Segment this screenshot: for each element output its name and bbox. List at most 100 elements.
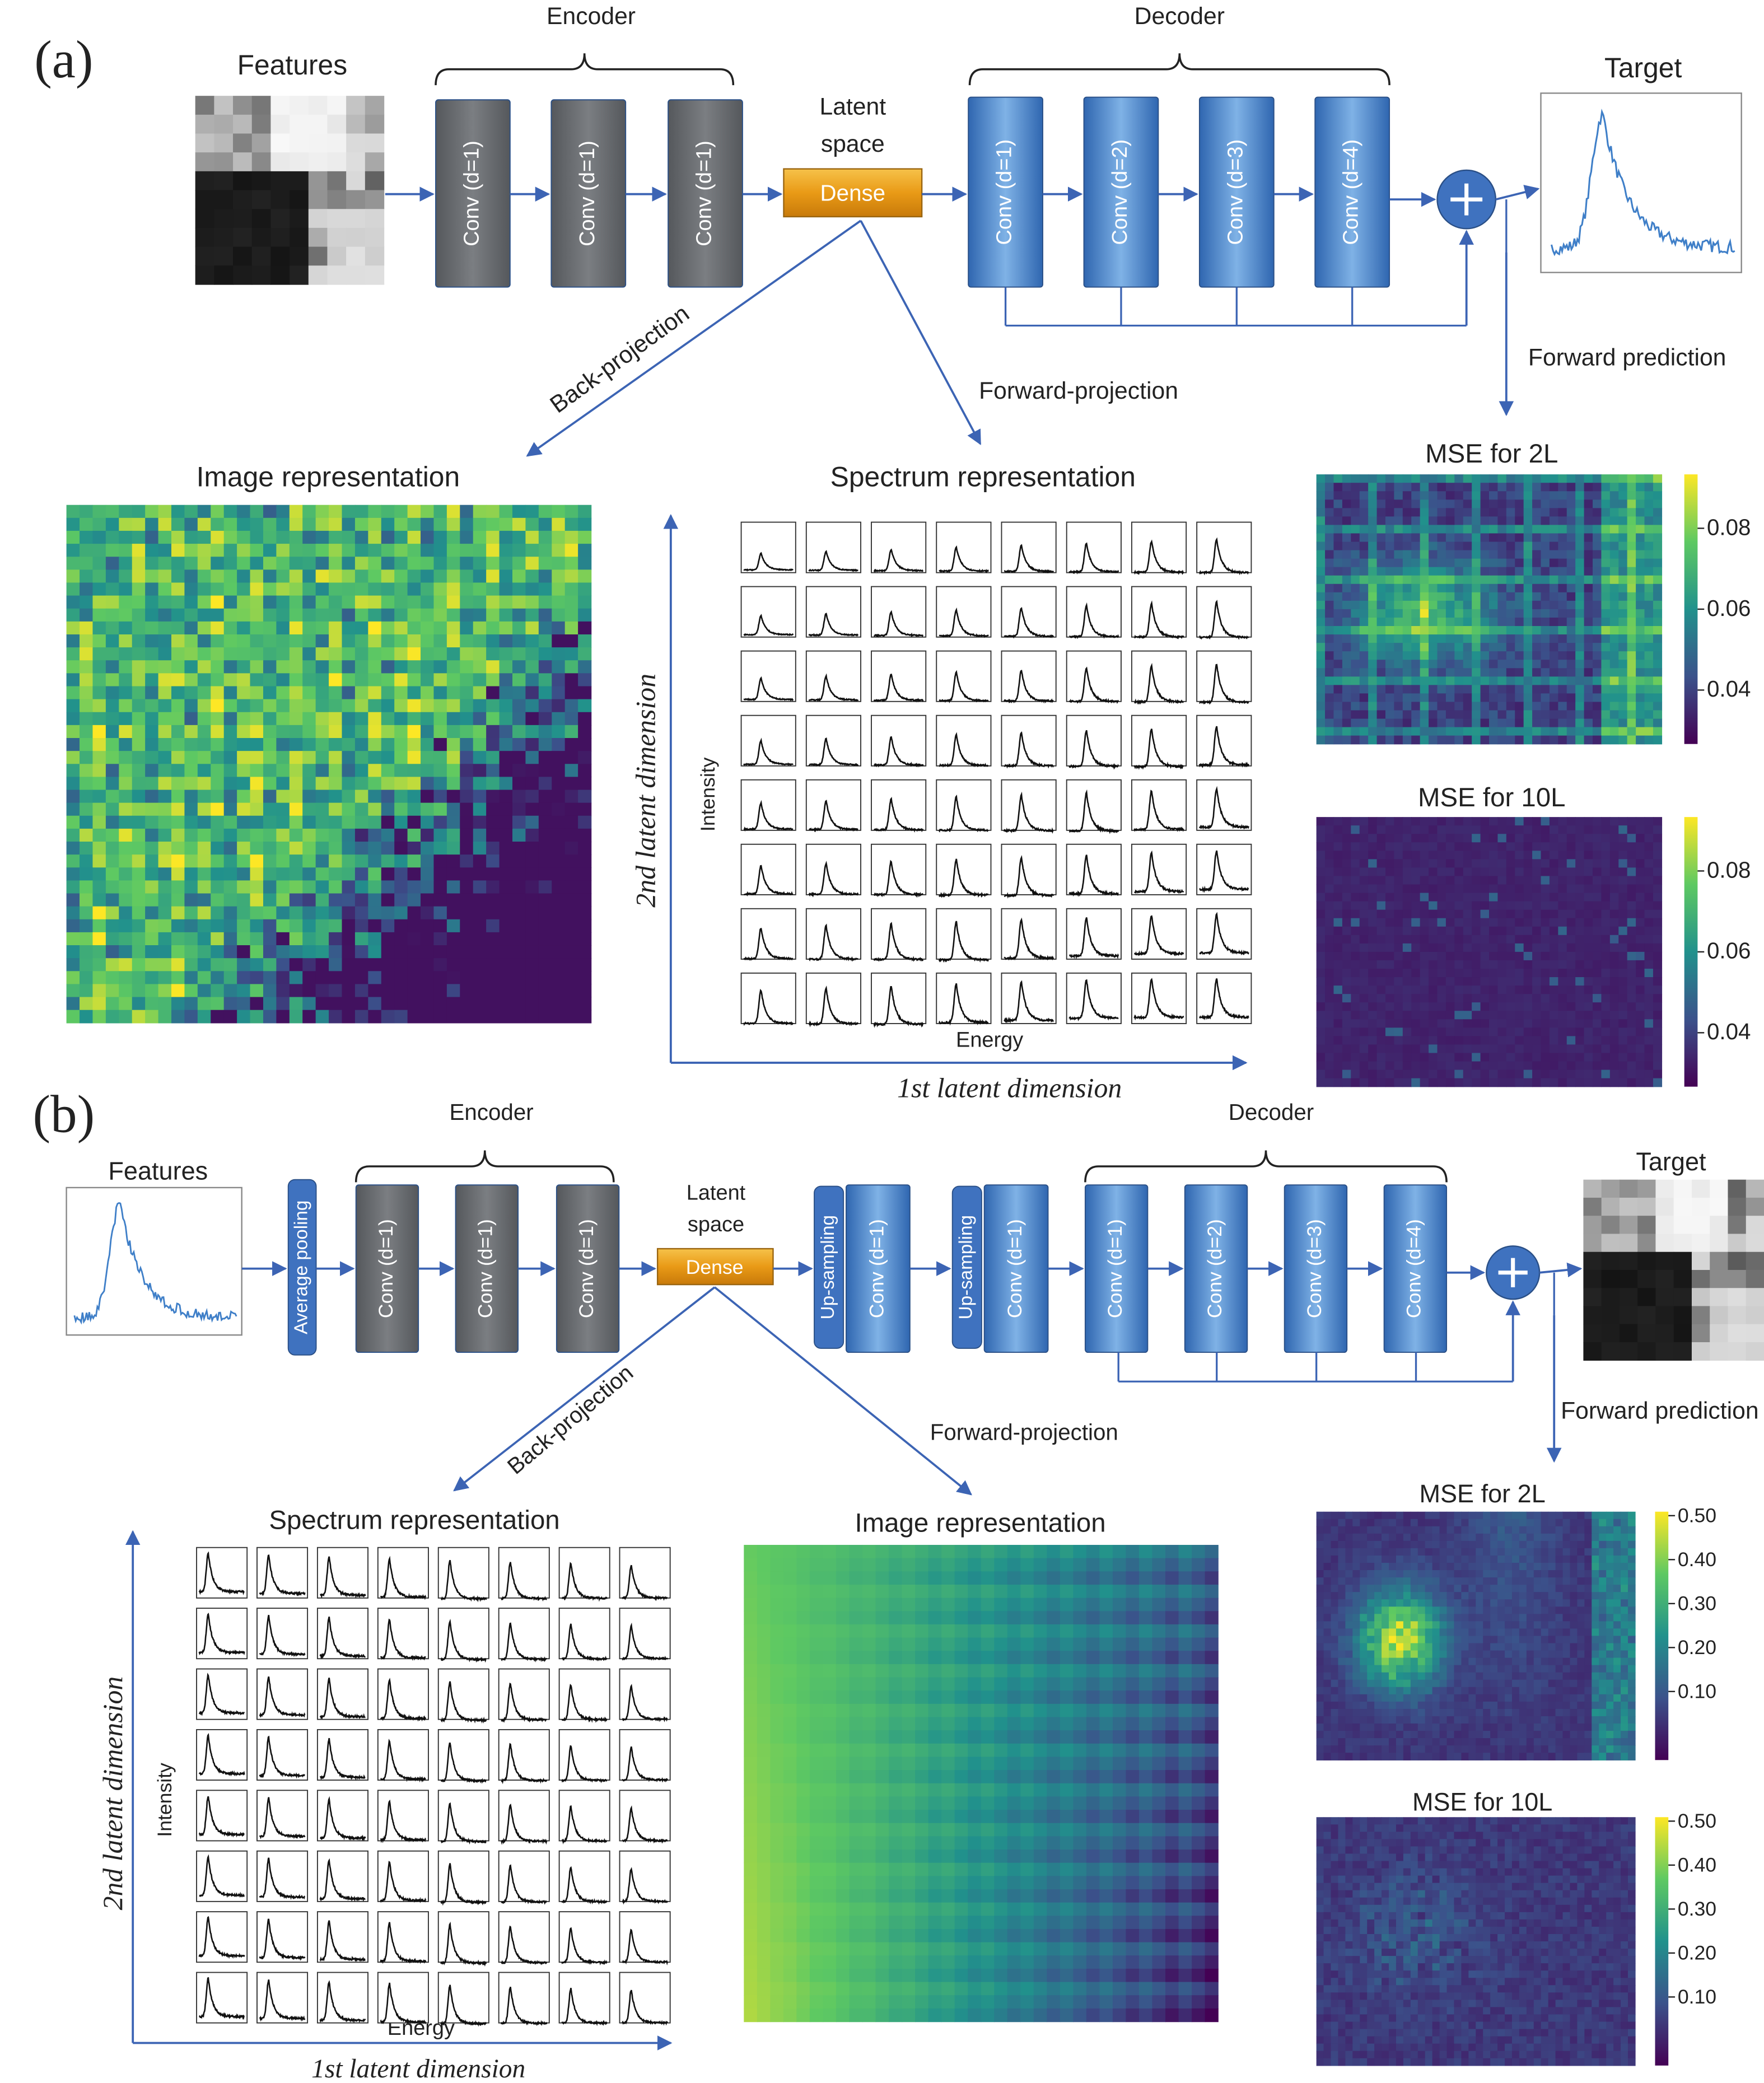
heatmap-cell xyxy=(1342,1078,1352,1087)
heatmap-cell xyxy=(66,544,80,557)
heatmap-cell xyxy=(1575,1028,1585,1037)
heatmap-cell xyxy=(1454,525,1464,534)
heatmap-cell xyxy=(92,569,106,583)
heatmap-cell xyxy=(1618,609,1628,618)
heatmap-cell xyxy=(80,842,94,855)
heatmap-cell xyxy=(354,842,369,855)
brace xyxy=(1084,1150,1448,1183)
heatmap-cell xyxy=(1445,550,1455,559)
pixel xyxy=(1583,1216,1602,1235)
heatmap-cell xyxy=(368,517,382,531)
heatmap-cell xyxy=(1558,1044,1567,1054)
heatmap-cell xyxy=(237,634,251,648)
heatmap-cell xyxy=(1644,1011,1654,1020)
heatmap-cell xyxy=(263,647,277,661)
heatmap-cell xyxy=(289,517,303,531)
heatmap-cell xyxy=(1437,718,1446,728)
heatmap-cell xyxy=(1549,935,1559,944)
heatmap-cell xyxy=(223,997,237,1011)
heatmap-cell xyxy=(744,1571,758,1585)
heatmap-cell xyxy=(119,984,133,998)
heatmap-cell xyxy=(1601,617,1611,627)
heatmap-cell xyxy=(302,517,316,531)
heatmap-cell xyxy=(237,621,251,635)
heatmap-cell xyxy=(1593,643,1602,652)
heatmap-cell xyxy=(1609,710,1619,720)
heatmap-cell xyxy=(1126,1558,1140,1572)
inset-frame xyxy=(558,1911,610,1963)
heatmap-cell xyxy=(1472,825,1481,834)
heatmap-cell xyxy=(1575,1019,1585,1029)
heatmap-cell xyxy=(1627,977,1636,986)
heatmap-cell xyxy=(1351,626,1360,635)
heatmap-cell xyxy=(1402,643,1412,652)
heatmap-cell xyxy=(1593,834,1602,843)
heatmap-cell xyxy=(1411,893,1421,902)
heatmap-cell xyxy=(1402,483,1412,492)
heatmap-cell xyxy=(433,958,447,972)
heatmap-cell xyxy=(368,660,382,674)
heatmap-cell xyxy=(1316,541,1326,551)
heatmap-cell xyxy=(486,738,500,751)
heatmap-cell xyxy=(460,893,474,907)
heatmap-cell xyxy=(1488,884,1499,894)
heatmap-cell xyxy=(342,517,356,531)
heatmap-cell xyxy=(1394,893,1403,902)
heatmap-cell xyxy=(981,1571,995,1585)
heatmap-cell xyxy=(1165,1558,1179,1572)
heatmap-cell xyxy=(1549,951,1559,961)
heatmap-cell xyxy=(368,686,382,700)
heatmap-cell xyxy=(223,906,237,920)
heatmap-cell xyxy=(1368,609,1378,618)
dense-block xyxy=(783,168,923,218)
heatmap-cell xyxy=(1584,550,1593,559)
heatmap-cell xyxy=(1099,1544,1113,1559)
heatmap-cell xyxy=(1429,676,1438,686)
heatmap-cell xyxy=(1609,702,1619,711)
heatmap-cell xyxy=(80,828,94,842)
heatmap-cell xyxy=(1584,1078,1593,1087)
heatmap-cell xyxy=(1558,609,1567,618)
heatmap-cell xyxy=(499,764,513,778)
heatmap-cell xyxy=(1099,1598,1113,1612)
heatmap-cell xyxy=(1351,1078,1360,1087)
spectrum-curve xyxy=(1198,726,1249,769)
heatmap-cell xyxy=(460,699,474,713)
heatmap-cell xyxy=(538,802,552,816)
heatmap-cell xyxy=(80,802,94,816)
heatmap-cell xyxy=(1333,541,1343,551)
pixel xyxy=(195,265,215,285)
heatmap-cell xyxy=(1192,1598,1206,1612)
heatmap-cell xyxy=(250,634,264,648)
heatmap-cell xyxy=(1126,1544,1140,1559)
heatmap-cell xyxy=(1653,626,1663,635)
heatmap-cell xyxy=(276,1010,290,1024)
spectrum-curve xyxy=(622,1867,669,1905)
heatmap-cell xyxy=(1394,901,1403,910)
heatmap-cell xyxy=(354,647,369,661)
heatmap-cell xyxy=(119,569,133,583)
heatmap-cell xyxy=(132,880,146,894)
heatmap-cell xyxy=(1488,909,1499,919)
inset-frame xyxy=(437,1547,489,1599)
heatmap-cell xyxy=(473,686,487,700)
heatmap-cell xyxy=(158,790,172,804)
pixel xyxy=(1601,1269,1620,1288)
heatmap-cell xyxy=(1333,685,1343,694)
heatmap-cell xyxy=(421,854,435,868)
heatmap-cell xyxy=(421,893,435,907)
heatmap-cell xyxy=(1566,909,1576,919)
pixel xyxy=(327,265,347,285)
heatmap-cell xyxy=(1515,960,1524,969)
heatmap-cell xyxy=(433,764,447,778)
heatmap-cell xyxy=(968,1544,982,1559)
heatmap-cell xyxy=(276,505,290,519)
heatmap-cell xyxy=(473,880,487,894)
heatmap-cell xyxy=(1515,508,1524,517)
heatmap-cell xyxy=(1394,702,1403,711)
heatmap-cell xyxy=(145,530,159,544)
heatmap-cell xyxy=(1653,893,1663,902)
heatmap-cell xyxy=(1445,1044,1455,1054)
heatmap-cell xyxy=(1549,1069,1559,1079)
heatmap-cell xyxy=(1437,474,1446,483)
